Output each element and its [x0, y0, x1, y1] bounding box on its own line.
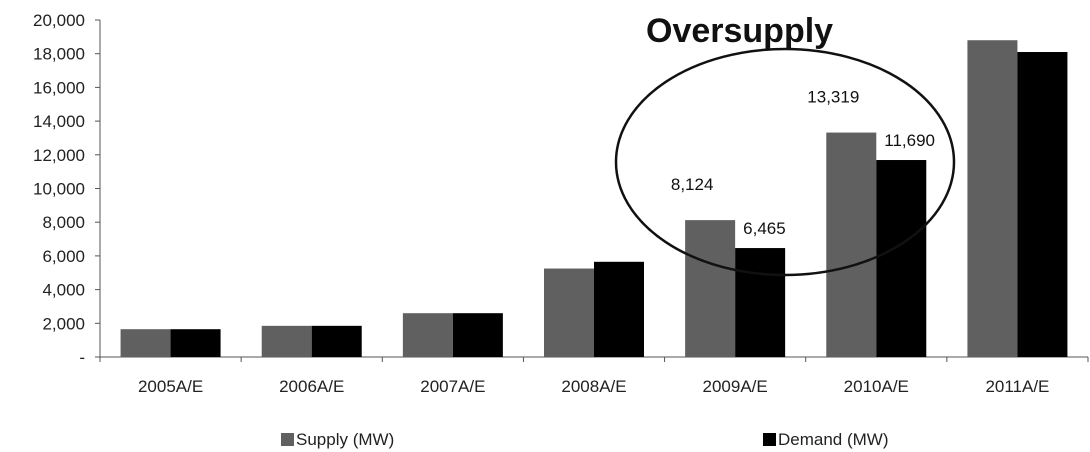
y-tick-label: 4,000	[42, 281, 85, 300]
demand-bar-2008a-e	[594, 261, 644, 357]
x-tick-label: 2007A/E	[420, 377, 485, 396]
demand-bar-2011a-e	[1017, 52, 1068, 357]
supply-bar-2010a-e	[826, 132, 877, 357]
y-tick-label: 18,000	[33, 45, 85, 64]
y-tick-label: 6,000	[42, 247, 85, 266]
bars	[120, 40, 1068, 357]
y-tick-label: 20,000	[33, 11, 85, 30]
x-tick-label: 2010A/E	[844, 377, 909, 396]
supply-bar-2011a-e	[967, 40, 1018, 357]
demand-bar-2005a-e	[170, 329, 221, 357]
supply-bar-2008a-e	[544, 268, 594, 357]
oversupply-ellipse	[614, 47, 956, 277]
legend-label-demand: Demand (MW)	[778, 430, 889, 449]
demand-bar-2006a-e	[311, 325, 362, 357]
x-axis: 2005A/E 2006A/E 2007A/E 2008A/E 2009A/E 2010A…	[99, 356, 1089, 396]
y-tick-label: 8,000	[42, 213, 85, 232]
data-label: 11,690	[884, 131, 935, 150]
legend-label-supply: Supply (MW)	[296, 430, 394, 449]
data-label: 8,124	[671, 175, 714, 194]
x-tick-label: 2009A/E	[703, 377, 768, 396]
x-tick-label: 2006A/E	[279, 377, 344, 396]
legend-swatch-supply	[281, 433, 294, 446]
y-tick-label: 14,000	[33, 112, 85, 131]
supply-bar-2005a-e	[120, 329, 171, 357]
y-axis: - 2,000 4,000 6,000 8,000 10,000 12,000 14,000 1…	[33, 11, 101, 367]
legend: Supply (MW) Demand (MW)	[281, 430, 889, 449]
supply-bar-2007a-e	[402, 313, 453, 357]
x-tick-label: 2005A/E	[138, 377, 203, 396]
y-tick-label: -	[79, 348, 85, 367]
x-tick-label: 2008A/E	[561, 377, 626, 396]
data-label: 13,319	[807, 88, 859, 107]
data-label: 6,465	[743, 219, 786, 238]
demand-bar-2010a-e	[876, 160, 927, 357]
y-tick-label: 10,000	[33, 180, 85, 199]
y-tick-label: 16,000	[33, 78, 85, 97]
oversupply-label: Oversupply	[646, 12, 833, 50]
y-tick-label: 12,000	[33, 146, 85, 165]
demand-bar-2007a-e	[452, 313, 503, 357]
supply-bar-2006a-e	[261, 325, 312, 357]
data-labels: 8,124 6,465 13,319 11,690	[671, 88, 935, 238]
x-tick-label: 2011A/E	[985, 377, 1049, 396]
oversupply-annotation: Oversupply	[614, 12, 956, 277]
legend-swatch-demand	[763, 433, 776, 446]
demand-bar-2009a-e	[735, 248, 786, 357]
supply-bar-2009a-e	[685, 220, 736, 357]
y-tick-label: 2,000	[42, 314, 85, 333]
